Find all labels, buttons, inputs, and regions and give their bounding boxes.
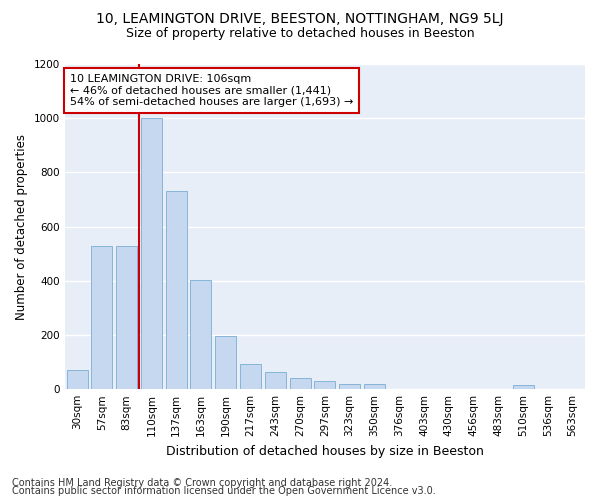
Bar [91, 246, 112, 389]
Text: Size of property relative to detached houses in Beeston: Size of property relative to detached ho… [125, 28, 475, 40]
Y-axis label: Number of detached properties: Number of detached properties [15, 134, 28, 320]
Text: Contains HM Land Registry data © Crown copyright and database right 2024.: Contains HM Land Registry data © Crown c… [12, 478, 392, 488]
Bar [265, 372, 286, 389]
Bar [215, 336, 236, 389]
Bar [141, 118, 162, 389]
Bar [339, 384, 360, 389]
Bar [512, 385, 533, 389]
Bar [364, 384, 385, 389]
Bar [166, 192, 187, 389]
Bar [67, 370, 88, 389]
X-axis label: Distribution of detached houses by size in Beeston: Distribution of detached houses by size … [166, 444, 484, 458]
Bar [240, 364, 261, 389]
Bar [116, 246, 137, 389]
Text: Contains public sector information licensed under the Open Government Licence v3: Contains public sector information licen… [12, 486, 436, 496]
Text: 10 LEAMINGTON DRIVE: 106sqm
← 46% of detached houses are smaller (1,441)
54% of : 10 LEAMINGTON DRIVE: 106sqm ← 46% of det… [70, 74, 353, 107]
Bar [190, 280, 211, 389]
Text: 10, LEAMINGTON DRIVE, BEESTON, NOTTINGHAM, NG9 5LJ: 10, LEAMINGTON DRIVE, BEESTON, NOTTINGHA… [96, 12, 504, 26]
Bar [290, 378, 311, 389]
Bar [314, 380, 335, 389]
